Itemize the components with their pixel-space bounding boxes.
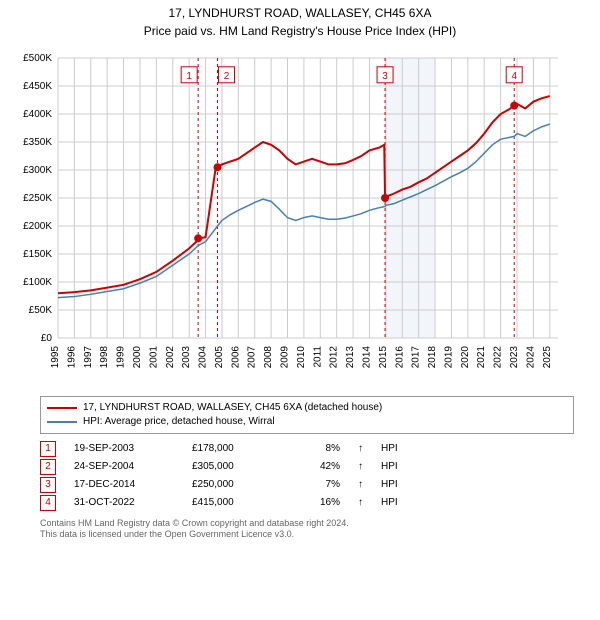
- sale-hpi-label: HPI: [381, 476, 421, 494]
- x-tick-label: 2019: [443, 345, 454, 368]
- x-tick-label: 2023: [509, 345, 520, 368]
- x-tick-label: 1997: [83, 345, 94, 368]
- y-tick-label: £150K: [23, 249, 52, 260]
- x-tick-label: 2008: [263, 345, 274, 368]
- sale-date: 17-DEC-2014: [74, 476, 174, 494]
- x-tick-label: 2000: [132, 345, 143, 368]
- arrow-icon: ↑: [358, 476, 363, 494]
- x-tick-label: 2001: [148, 345, 159, 368]
- x-tick-label: 1999: [116, 345, 127, 368]
- legend-label-hpi: HPI: Average price, detached house, Wirr…: [83, 415, 275, 429]
- sale-price: £250,000: [192, 476, 272, 494]
- sale-marker: 2: [40, 459, 56, 475]
- sale-pct: 8%: [290, 440, 340, 458]
- x-tick-label: 2006: [230, 345, 241, 368]
- sale-price: £178,000: [192, 440, 272, 458]
- sale-hpi-label: HPI: [381, 440, 421, 458]
- y-tick-label: £400K: [23, 109, 52, 120]
- legend-row-hpi: HPI: Average price, detached house, Wirr…: [47, 415, 567, 429]
- sale-price: £415,000: [192, 494, 272, 512]
- x-tick-label: 2003: [181, 345, 192, 368]
- sale-marker: 4: [40, 495, 56, 511]
- y-tick-label: £250K: [23, 193, 52, 204]
- x-tick-label: 2017: [411, 345, 422, 368]
- sale-date: 24-SEP-2004: [74, 458, 174, 476]
- y-tick-label: £450K: [23, 81, 52, 92]
- x-tick-label: 2002: [165, 345, 176, 368]
- x-tick-label: 2010: [296, 345, 307, 368]
- x-tick-label: 2018: [427, 345, 438, 368]
- sale-hpi-label: HPI: [381, 494, 421, 512]
- sale-date: 19-SEP-2003: [74, 440, 174, 458]
- arrow-icon: ↑: [358, 440, 363, 458]
- x-tick-label: 2014: [361, 345, 372, 368]
- x-tick-label: 2021: [476, 345, 487, 368]
- footer: Contains HM Land Registry data © Crown c…: [40, 518, 574, 541]
- x-tick-label: 2024: [525, 345, 536, 368]
- legend-swatch-property: [47, 407, 77, 409]
- y-tick-label: £350K: [23, 137, 52, 148]
- x-tick-label: 2009: [280, 345, 291, 368]
- x-tick-label: 2011: [312, 345, 323, 367]
- sale-dot: [510, 101, 518, 109]
- sale-marker: 3: [40, 477, 56, 493]
- sale-row: 2 24-SEP-2004 £305,000 42% ↑ HPI: [40, 458, 574, 476]
- x-tick-label: 1996: [66, 345, 77, 368]
- x-tick-label: 2012: [329, 345, 340, 368]
- sale-row: 3 17-DEC-2014 £250,000 7% ↑ HPI: [40, 476, 574, 494]
- sale-pct: 42%: [290, 458, 340, 476]
- legend-row-property: 17, LYNDHURST ROAD, WALLASEY, CH45 6XA (…: [47, 401, 567, 415]
- x-tick-label: 2020: [460, 345, 471, 368]
- sale-pct: 7%: [290, 476, 340, 494]
- sale-row: 1 19-SEP-2003 £178,000 8% ↑ HPI: [40, 440, 574, 458]
- sale-dot: [381, 194, 389, 202]
- x-tick-label: 2005: [214, 345, 225, 368]
- y-tick-label: £50K: [29, 305, 53, 316]
- sale-pct: 16%: [290, 494, 340, 512]
- x-tick-label: 2016: [394, 345, 405, 368]
- legend-swatch-hpi: [47, 421, 77, 423]
- y-tick-label: £500K: [23, 53, 52, 64]
- sale-hpi-label: HPI: [381, 458, 421, 476]
- sale-dot: [194, 234, 202, 242]
- sale-date: 31-OCT-2022: [74, 494, 174, 512]
- y-tick-label: £200K: [23, 221, 52, 232]
- sale-marker: 1: [40, 441, 56, 457]
- x-tick-label: 2025: [542, 345, 553, 368]
- sale-price: £305,000: [192, 458, 272, 476]
- legend-label-property: 17, LYNDHURST ROAD, WALLASEY, CH45 6XA (…: [83, 401, 382, 415]
- footer-line2: This data is licensed under the Open Gov…: [40, 529, 574, 541]
- y-tick-label: £100K: [23, 277, 52, 288]
- sale-dot: [214, 163, 222, 171]
- sale-marker-num: 4: [511, 70, 517, 81]
- x-tick-label: 1995: [50, 345, 61, 368]
- x-tick-label: 2013: [345, 345, 356, 368]
- sale-row: 4 31-OCT-2022 £415,000 16% ↑ HPI: [40, 494, 574, 512]
- arrow-icon: ↑: [358, 494, 363, 512]
- sale-marker-num: 3: [382, 70, 388, 81]
- y-tick-label: £0: [41, 333, 53, 344]
- footer-line1: Contains HM Land Registry data © Crown c…: [40, 518, 574, 530]
- x-tick-label: 2015: [378, 345, 389, 368]
- x-tick-label: 2022: [493, 345, 504, 368]
- x-tick-label: 2007: [247, 345, 258, 368]
- legend: 17, LYNDHURST ROAD, WALLASEY, CH45 6XA (…: [40, 396, 574, 434]
- chart-svg: £0 £50K £100K £150K £200K £250K £300K £350K £400…: [8, 48, 568, 388]
- x-tick-label: 2004: [198, 345, 209, 368]
- page-title: 17, LYNDHURST ROAD, WALLASEY, CH45 6XA: [8, 6, 592, 22]
- y-tick-label: £300K: [23, 165, 52, 176]
- sales-table: 1 19-SEP-2003 £178,000 8% ↑ HPI 2 24-SEP-2004 £3…: [40, 440, 574, 512]
- sale-marker-num: 2: [224, 70, 230, 81]
- chart: £0 £50K £100K £150K £200K £250K £300K £350K £400…: [8, 48, 592, 388]
- x-tick-label: 1998: [99, 345, 110, 368]
- arrow-icon: ↑: [358, 458, 363, 476]
- sale-marker-num: 1: [186, 70, 192, 81]
- page-subtitle: Price paid vs. HM Land Registry's House …: [8, 24, 592, 38]
